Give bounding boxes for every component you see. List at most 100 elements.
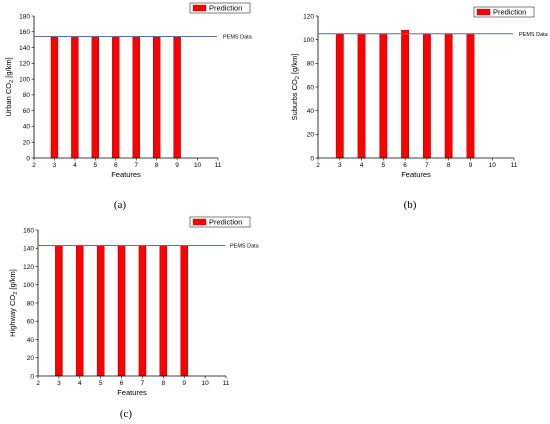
x-tick-label: 9 xyxy=(469,162,473,169)
y-tick-label: 40 xyxy=(307,108,315,115)
bar-feature-5 xyxy=(91,36,100,159)
legend-label: Prediction xyxy=(209,4,242,13)
x-tick-label: 10 xyxy=(489,162,497,169)
x-tick-label: 8 xyxy=(447,162,451,169)
bar-feature-6 xyxy=(401,30,410,159)
y-tick-label: 100 xyxy=(19,76,30,83)
bar-feature-6 xyxy=(112,36,120,159)
pems-reference-label: PEMS Data xyxy=(230,244,260,250)
x-tick-label: 7 xyxy=(134,162,138,169)
bar-feature-7 xyxy=(422,33,431,159)
y-tick-label: 40 xyxy=(23,124,31,131)
y-tick-label: 140 xyxy=(19,45,30,52)
x-tick-label: 6 xyxy=(403,162,407,169)
bar-feature-8 xyxy=(444,33,453,159)
bar-feature-4 xyxy=(357,33,366,159)
x-tick-label: 2 xyxy=(316,162,320,169)
x-tick-label: 11 xyxy=(223,380,230,387)
y-tick-label: 20 xyxy=(23,140,31,147)
legend-box xyxy=(189,2,251,14)
y-axis-title-subscript: 2 xyxy=(9,80,15,83)
legend-box xyxy=(189,216,251,228)
y-tick-label: 0 xyxy=(30,373,34,380)
y-tick-label: 140 xyxy=(23,246,34,253)
y-axis-title-unit: [g/km] xyxy=(290,54,299,77)
y-axis-title: Highway CO2 [g/km] xyxy=(8,269,19,337)
x-tick-label: 5 xyxy=(94,162,98,169)
x-tick-label: 2 xyxy=(36,380,40,387)
x-tick-label: 9 xyxy=(182,380,186,387)
y-tick-label: 20 xyxy=(307,132,315,139)
legend: Prediction xyxy=(473,6,535,18)
y-tick-label: 160 xyxy=(19,29,30,36)
bar-feature-5 xyxy=(96,245,105,377)
legend-box xyxy=(473,6,535,18)
x-tick-label: 5 xyxy=(99,380,103,387)
y-axis-title-main: Urban CO xyxy=(4,83,13,117)
bar-feature-8 xyxy=(152,36,161,159)
x-tick-label: 6 xyxy=(120,380,124,387)
x-tick-label: 2 xyxy=(32,162,36,169)
y-tick-label: 80 xyxy=(23,92,31,99)
x-tick-label: 4 xyxy=(78,380,82,387)
legend-label: Prediction xyxy=(209,218,242,227)
y-tick-label: 20 xyxy=(27,355,35,362)
y-tick-label: 120 xyxy=(303,13,314,20)
x-tick-label: 5 xyxy=(382,162,386,169)
bar-feature-4 xyxy=(76,245,84,377)
legend-swatch xyxy=(476,8,491,16)
x-tick-label: 8 xyxy=(155,162,159,169)
y-axis-title-unit: [g/km] xyxy=(8,269,17,292)
x-axis-title: Features xyxy=(117,388,147,397)
y-axis-title: Urban CO2 [g/km] xyxy=(4,57,15,116)
y-tick-label: 100 xyxy=(23,282,34,289)
x-axis-title: Features xyxy=(401,170,431,179)
x-tick-label: 7 xyxy=(141,380,145,387)
bar-feature-9 xyxy=(180,245,188,377)
bar-feature-9 xyxy=(466,33,475,159)
bar-feature-3 xyxy=(50,36,59,159)
y-axis-title-unit: [g/km] xyxy=(4,57,13,80)
y-axis-title-subscript: 2 xyxy=(13,292,19,295)
bar-feature-4 xyxy=(71,36,79,159)
x-tick-label: 6 xyxy=(114,162,118,169)
x-axis-title: Features xyxy=(111,170,141,179)
x-tick-label: 7 xyxy=(425,162,429,169)
y-tick-label: 0 xyxy=(26,155,30,162)
y-tick-label: 120 xyxy=(23,264,34,271)
x-tick-label: 8 xyxy=(162,380,166,387)
y-tick-label: 180 xyxy=(19,13,30,20)
y-tick-label: 120 xyxy=(19,61,30,68)
y-axis-title-main: Suburbs CO xyxy=(290,79,299,120)
x-tick-label: 3 xyxy=(338,162,342,169)
y-tick-label: 60 xyxy=(307,84,315,91)
panel-label: (a) xyxy=(114,199,127,211)
y-axis-title-main: Highway CO xyxy=(8,295,17,337)
legend-swatch xyxy=(192,218,207,226)
y-tick-label: 40 xyxy=(27,337,35,344)
legend-swatch xyxy=(192,4,207,12)
bar-feature-9 xyxy=(173,36,181,159)
x-tick-label: 4 xyxy=(73,162,77,169)
y-tick-label: 60 xyxy=(23,108,31,115)
bar-feature-6 xyxy=(117,245,126,377)
y-tick-label: 160 xyxy=(23,227,34,234)
y-tick-label: 80 xyxy=(27,300,35,307)
y-axis-title-subscript: 2 xyxy=(295,76,301,79)
bar-feature-7 xyxy=(138,245,147,377)
x-tick-label: 3 xyxy=(53,162,57,169)
bar-feature-5 xyxy=(379,33,388,159)
y-tick-label: 60 xyxy=(27,319,35,326)
bar-feature-3 xyxy=(335,33,344,159)
chart-panel-3: 0 20 40 60 80 100 120 140 160 2 3 4 5 6 7 8 9 10 11 PEMS Da… xyxy=(8,216,260,420)
pems-reference-label: PEMS Data xyxy=(519,32,549,38)
legend: Prediction xyxy=(189,2,251,14)
y-tick-label: 0 xyxy=(310,155,314,162)
y-tick-label: 100 xyxy=(303,37,314,44)
x-tick-label: 10 xyxy=(201,380,209,387)
y-axis-title: Suburbs CO2 [g/km] xyxy=(290,54,301,121)
bar-feature-3 xyxy=(55,245,63,377)
legend-label: Prediction xyxy=(493,8,526,17)
pems-reference-label: PEMS Data xyxy=(223,35,253,41)
panel-label: (c) xyxy=(120,408,133,420)
